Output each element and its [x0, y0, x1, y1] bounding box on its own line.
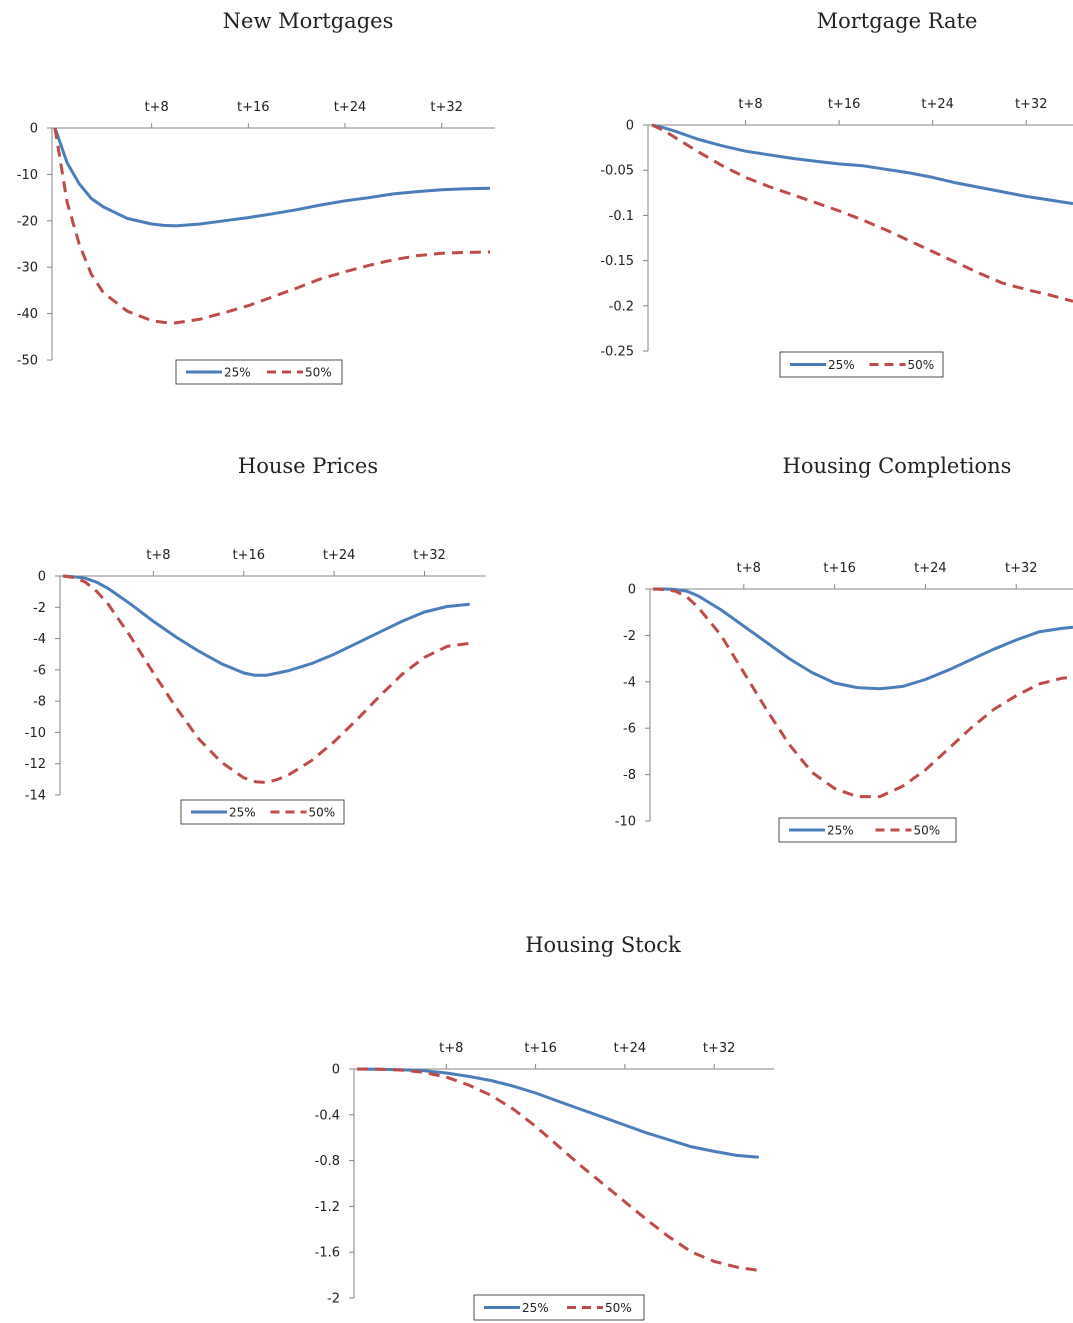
series-line-50 — [651, 123, 1073, 303]
y-tick-label: -0.8 — [315, 1154, 340, 1169]
legend-label: 50% — [908, 358, 935, 372]
legend-label: 25% — [522, 1301, 549, 1315]
legend-label: 50% — [305, 366, 332, 380]
x-tick-label: t+32 — [413, 548, 446, 563]
series-line-25 — [62, 574, 470, 677]
series-line-50 — [652, 587, 1073, 799]
legend-label: 50% — [914, 824, 941, 838]
x-tick-label: t+32 — [430, 100, 463, 115]
chart-title: New Mortgages — [223, 9, 394, 33]
y-tick-label: -10 — [615, 815, 636, 830]
y-tick-label: -1.2 — [315, 1200, 340, 1215]
y-tick-label: -6 — [33, 663, 46, 678]
x-tick-label: t+24 — [323, 548, 356, 563]
y-tick-label: -1.6 — [315, 1246, 340, 1261]
x-tick-label: t+8 — [145, 100, 169, 115]
legend-label: 25% — [828, 358, 855, 372]
x-tick-label: t+16 — [823, 561, 856, 576]
series-line-25 — [653, 587, 1073, 691]
chart-panel: House Prices 0 -2 -4 -6 -8 -10 -12 -14 t+8 t+16 t+2… — [25, 454, 486, 825]
y-tick-label: -0.15 — [600, 254, 634, 269]
y-tick-label: -50 — [17, 354, 38, 369]
y-tick-label: -12 — [25, 757, 46, 772]
y-tick-label: -0.4 — [315, 1108, 340, 1123]
y-tick-label: -4 — [623, 675, 636, 690]
x-tick-label: t+8 — [737, 561, 761, 576]
y-tick-label: -14 — [25, 789, 46, 804]
series-line-50 — [356, 1067, 760, 1272]
x-tick-label: t+32 — [1015, 97, 1048, 112]
y-tick-label: -40 — [17, 307, 38, 322]
series-line-25 — [356, 1067, 759, 1159]
chart-panel: Housing Completions 0 -2 -4 -6 -8 -10 t+8 t+16 t+… — [615, 454, 1073, 843]
y-tick-label: -0.2 — [609, 299, 634, 314]
y-tick-label: -6 — [623, 722, 636, 737]
y-tick-label: -2 — [327, 1292, 340, 1307]
x-tick-label: t+24 — [334, 100, 367, 115]
y-tick-label: 0 — [628, 583, 636, 598]
legend-label: 25% — [224, 366, 251, 380]
y-tick-label: -8 — [33, 695, 46, 710]
chart-panel: New Mortgages 0 -10 -20 -30 -40 -50 t+8 t+16 t+24… — [17, 9, 495, 385]
y-tick-label: 0 — [332, 1063, 340, 1078]
x-tick-label: t+32 — [703, 1041, 736, 1056]
x-tick-label: t+16 — [828, 97, 861, 112]
x-tick-label: t+16 — [524, 1041, 557, 1056]
chart-panel: Mortgage Rate 0 -0.05 -0.1 -0.15 -0.2 -0.25 t+8… — [600, 9, 1073, 378]
legend-label: 50% — [309, 806, 336, 820]
chart-title: Housing Completions — [783, 454, 1012, 478]
legend-label: 50% — [605, 1301, 632, 1315]
y-tick-label: -10 — [25, 726, 46, 741]
series-line-25 — [53, 127, 491, 228]
y-tick-label: -8 — [623, 768, 636, 783]
x-tick-label: t+16 — [232, 548, 265, 563]
y-tick-label: -2 — [33, 601, 46, 616]
series-line-50 — [53, 127, 491, 325]
chart-title: Housing Stock — [525, 933, 681, 957]
y-tick-label: 0 — [626, 119, 634, 134]
legend-label: 25% — [827, 824, 854, 838]
series-line-25 — [651, 123, 1073, 206]
y-tick-label: -4 — [33, 632, 46, 647]
x-tick-label: t+8 — [738, 97, 762, 112]
x-tick-label: t+32 — [1005, 561, 1038, 576]
x-tick-label: t+24 — [614, 1041, 647, 1056]
y-tick-label: -30 — [17, 261, 38, 276]
y-tick-label: 0 — [38, 570, 46, 585]
y-tick-label: -20 — [17, 214, 38, 229]
chart-title: Mortgage Rate — [817, 9, 978, 33]
x-tick-label: t+8 — [146, 548, 170, 563]
x-tick-label: t+24 — [921, 97, 954, 112]
y-tick-label: -0.25 — [600, 345, 634, 360]
chart-title: House Prices — [238, 454, 378, 478]
y-tick-label: -0.1 — [609, 209, 634, 224]
y-tick-label: -10 — [17, 168, 38, 183]
chart-panel: Housing Stock 0 -0.4 -0.8 -1.2 -1.6 -2 t+8 t+16 t… — [315, 933, 774, 1321]
y-tick-label: -2 — [623, 629, 636, 644]
x-tick-label: t+16 — [237, 100, 270, 115]
y-tick-label: 0 — [30, 122, 38, 137]
series-line-50 — [62, 574, 470, 784]
legend-label: 25% — [229, 806, 256, 820]
x-tick-label: t+8 — [439, 1041, 463, 1056]
y-tick-label: -0.05 — [600, 164, 634, 179]
x-tick-label: t+24 — [914, 561, 947, 576]
